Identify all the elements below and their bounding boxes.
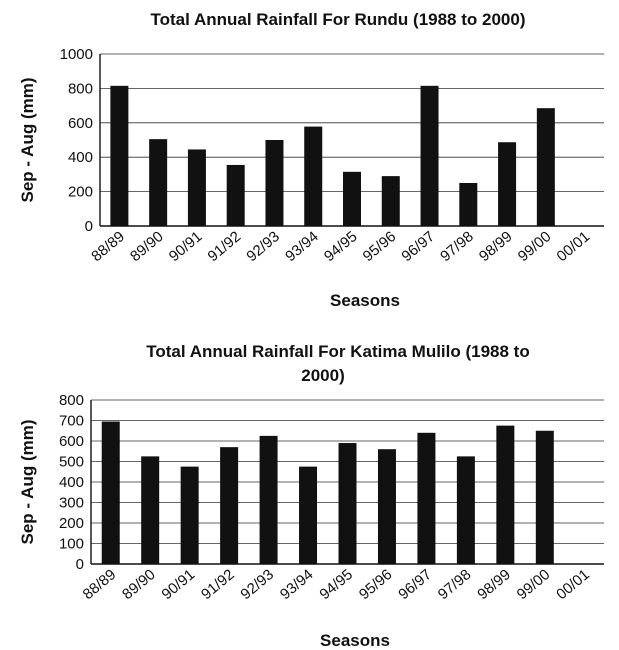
bar — [220, 447, 239, 564]
x-tick-label: 96/97 — [395, 566, 435, 603]
x-tick-labels: 88/89 89/90 90/91 91/92 92/93 93/94 94/95 95/96… — [88, 228, 593, 265]
x-tick-label: 98/99 — [474, 566, 514, 603]
bar — [377, 449, 396, 564]
chart-title-line-2: 2000) — [301, 366, 344, 385]
x-tick-label: 98/99 — [476, 228, 516, 265]
bar — [459, 183, 478, 226]
bar — [180, 466, 199, 564]
bar — [101, 421, 120, 564]
y-tick-label: 600 — [68, 115, 93, 132]
x-tick-label: 92/93 — [237, 566, 277, 603]
x-tick-label: 95/96 — [356, 566, 396, 603]
bar — [110, 85, 129, 226]
y-tick-labels: 0 100 200 300 400 500 600 700 800 — [59, 392, 84, 573]
bar — [141, 456, 160, 564]
y-tick-label: 700 — [59, 413, 84, 430]
y-tick-label: 800 — [59, 392, 84, 409]
y-tick-label: 800 — [68, 80, 93, 97]
bar — [535, 430, 554, 564]
bar — [259, 435, 278, 564]
bar-series — [110, 85, 555, 226]
bar — [417, 432, 436, 564]
y-tick-labels: 0 200 400 600 800 1000 — [60, 46, 93, 235]
bar — [226, 164, 245, 226]
x-tick-label: 90/91 — [159, 566, 199, 603]
bar — [496, 425, 515, 564]
y-axis-title: Sep - Aug (mm) — [18, 420, 37, 545]
x-tick-label: 94/95 — [316, 566, 356, 603]
x-tick-label: 99/00 — [515, 228, 555, 265]
katima-mulilo-rainfall-chart: Total Annual Rainfall For Katima Mulilo … — [18, 342, 604, 650]
gridlines — [100, 53, 604, 193]
y-tick-label: 200 — [59, 515, 84, 532]
chart-title: Total Annual Rainfall For Rundu (1988 to… — [151, 10, 526, 29]
bar — [149, 139, 168, 226]
y-tick-label: 600 — [59, 433, 84, 450]
x-tick-label: 93/94 — [282, 228, 322, 265]
y-axis-title: Sep - Aug (mm) — [18, 78, 37, 203]
y-tick-label: 300 — [59, 495, 84, 512]
y-tick-label: 100 — [59, 536, 84, 553]
x-axis-title: Seasons — [320, 631, 390, 650]
y-tick-label: 0 — [85, 218, 93, 235]
x-tick-label: 94/95 — [321, 228, 361, 265]
bar-series — [101, 421, 554, 564]
x-tick-label: 93/94 — [277, 566, 317, 603]
x-tick-labels: 88/89 89/90 90/91 91/92 92/93 93/94 94/95 95/96… — [80, 566, 593, 603]
bar — [381, 176, 400, 226]
x-axis-title: Seasons — [330, 291, 400, 310]
x-tick-label: 88/89 — [88, 228, 128, 265]
x-tick-label: 89/90 — [119, 566, 159, 603]
x-tick-label: 88/89 — [80, 566, 120, 603]
bar — [536, 108, 555, 226]
bar — [343, 171, 361, 226]
bar — [265, 140, 284, 226]
x-tick-label: 00/01 — [553, 228, 593, 265]
y-tick-label: 1000 — [60, 46, 93, 63]
x-tick-label: 90/91 — [166, 228, 206, 265]
x-tick-label: 95/96 — [360, 228, 400, 265]
bar — [420, 85, 439, 226]
y-tick-label: 400 — [59, 474, 84, 491]
x-tick-label: 96/97 — [398, 228, 438, 265]
y-tick-label: 0 — [76, 556, 84, 573]
x-tick-label: 91/92 — [198, 566, 238, 603]
x-tick-label: 92/93 — [243, 228, 283, 265]
x-tick-label: 97/98 — [435, 566, 475, 603]
y-tick-label: 500 — [59, 454, 84, 471]
rundu-rainfall-chart: Total Annual Rainfall For Rundu (1988 to… — [18, 10, 604, 310]
bar — [187, 149, 206, 226]
bar — [456, 456, 475, 564]
x-tick-label: 91/92 — [205, 228, 245, 265]
y-tick-label: 200 — [68, 184, 93, 201]
x-tick-label: 99/00 — [514, 566, 554, 603]
bar — [304, 126, 323, 226]
x-tick-label: 89/90 — [127, 228, 167, 265]
chart-title-line-1: Total Annual Rainfall For Katima Mulilo … — [146, 342, 529, 361]
x-tick-label: 00/01 — [553, 566, 593, 603]
bar — [299, 466, 318, 564]
bar — [338, 443, 357, 564]
x-tick-label: 97/98 — [437, 228, 477, 265]
bar — [498, 142, 517, 226]
y-tick-label: 400 — [68, 149, 93, 166]
